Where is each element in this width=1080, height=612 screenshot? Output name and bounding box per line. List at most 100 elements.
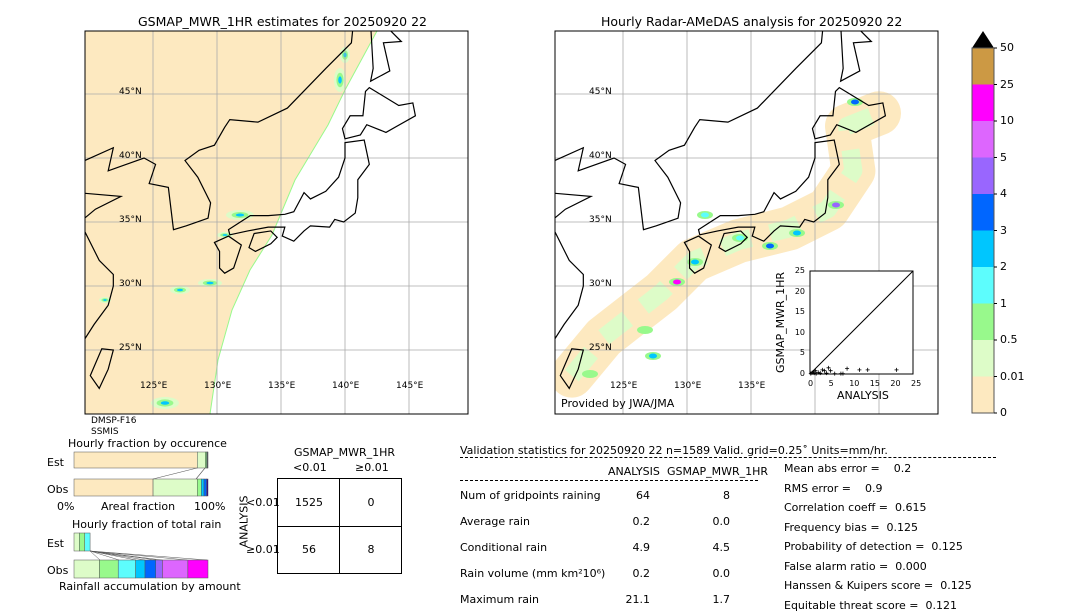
divider <box>460 480 758 481</box>
stats-col2: GSMAP_MWR_1HR <box>667 465 769 478</box>
map-content <box>85 31 468 414</box>
coastline-mainland <box>85 31 354 340</box>
scatter-diagonal <box>809 270 914 375</box>
scatter-xtick: 10 <box>849 379 860 388</box>
stats-col1: ANALYSIS <box>608 465 660 478</box>
rain-blob <box>691 259 699 265</box>
rain-blob <box>338 76 342 84</box>
rain-area <box>555 91 901 398</box>
connector-line <box>89 550 120 561</box>
coastline-taiwan <box>89 348 115 390</box>
colorbar-segment <box>972 340 994 377</box>
rain-blob <box>641 327 649 333</box>
stats-analysis-value: 21.1 <box>625 593 651 606</box>
scatter-ytick: 15 <box>794 307 805 317</box>
scatter-point <box>816 370 821 375</box>
scatter-ytick: 20 <box>794 286 805 296</box>
cell-false-alarm: 0 <box>367 496 375 509</box>
scatter-ytick: 5 <box>799 348 805 358</box>
est-rain-segment <box>79 532 85 552</box>
coastline-honshu <box>227 139 370 242</box>
rain-blob <box>649 353 657 359</box>
sensor-label: DMSP-F16 <box>91 416 137 426</box>
colorbar-tick-label: 4 <box>1000 187 1007 200</box>
lat-label: 25°N <box>119 343 142 353</box>
est-label: Est <box>47 456 64 469</box>
map-frame <box>84 30 469 415</box>
lon-label: 145°E <box>396 381 424 391</box>
rain-blob <box>177 288 183 292</box>
scatter-ylabel: GSMAP_MWR_1HR <box>774 271 788 374</box>
areal-fraction-label: Areal fraction <box>101 500 176 513</box>
coastline-sakhalin <box>369 31 403 83</box>
rain-accum-label: Rainfall accumulation by amount <box>59 580 241 593</box>
lon-label: 125°E <box>610 381 638 391</box>
credit-text: Provided by JWA/JMA <box>561 397 675 410</box>
lat-label: 40°N <box>119 151 142 161</box>
scatter-point <box>812 371 817 376</box>
lat-label: 45°N <box>119 87 142 97</box>
tick-0: 0% <box>57 500 75 513</box>
cell-hit-none: 1525 <box>295 496 323 509</box>
est-label-2: Est <box>47 537 64 550</box>
lat-label: 40°N <box>589 151 612 161</box>
scatter-point <box>840 371 845 376</box>
row-label-2: ≥0.01 <box>246 543 280 556</box>
obs-rain-segment <box>187 559 209 579</box>
rain-blob <box>206 281 214 285</box>
scatter-ytick: 25 <box>794 266 805 275</box>
colorbar-segment <box>972 48 994 85</box>
score-line: False alarm ratio = 0.000 <box>784 559 927 573</box>
colorbar-tick-label: 0.01 <box>1000 369 1025 383</box>
rain-blob <box>673 279 681 285</box>
colorbar-segment <box>972 194 994 231</box>
scatter-point <box>865 367 870 372</box>
colorbar-tick-label: 1 <box>1000 296 1007 310</box>
obs-rain-segment <box>144 559 156 579</box>
obs-rain-segment <box>99 559 119 579</box>
colorbar-segment <box>972 121 994 158</box>
rain-blob <box>103 299 107 301</box>
coastline-hokkaido <box>341 86 417 140</box>
row-label-1: <0.01 <box>246 496 280 509</box>
score-line: RMS error = 0.9 <box>784 481 883 495</box>
score-line: Hanssen & Kuipers score = 0.125 <box>784 579 972 592</box>
rain-blob <box>832 202 840 208</box>
scatter-ytick: 10 <box>794 327 805 337</box>
est-rain-segment <box>73 532 80 552</box>
obs-rain-segment <box>73 559 100 579</box>
score-line: Equitable threat score = 0.121 <box>784 598 957 612</box>
obs-label-2: Obs <box>47 564 69 577</box>
rain-blob <box>851 99 859 105</box>
scatter-xlabel: ANALYSIS <box>837 389 889 402</box>
colorbar-tick-label: 2 <box>1000 260 1007 273</box>
colorbar-tick-label: 0.5 <box>1000 333 1018 346</box>
scatter-point <box>813 368 818 373</box>
coastline-shikoku <box>718 230 749 253</box>
stats-gsmap-value: 8 <box>723 489 730 502</box>
obs-occurrence-segment <box>152 478 198 497</box>
left-map-title: GSMAP_MWR_1HR estimates for 20250920 22 <box>138 14 427 29</box>
est-occurrence-segment <box>73 451 198 469</box>
lat-label: 30°N <box>589 279 612 289</box>
stats-analysis-value: 4.9 <box>632 541 651 554</box>
scatter-point <box>857 367 862 372</box>
score-line: Correlation coeff = 0.615 <box>784 501 927 514</box>
coastline-hokkaido <box>811 86 887 140</box>
colorbar-tick-label: 3 <box>1000 223 1007 237</box>
colorbar-segment <box>972 157 994 194</box>
coastline-honshu <box>697 139 840 242</box>
obs-occurrence-segment <box>203 478 207 497</box>
score-line: Mean abs error = 0.2 <box>784 462 912 475</box>
colorbar-tick-label: 5 <box>1000 150 1007 164</box>
scatter-point <box>832 371 837 376</box>
lat-label: 35°N <box>589 215 612 225</box>
connector-line <box>89 550 208 561</box>
stats-row-label: Rain volume (mm km²10⁶) <box>460 567 606 580</box>
rain-fraction-title: Hourly fraction of total rain <box>72 518 222 531</box>
stats-row-label: Average rain <box>460 515 530 528</box>
stats-analysis-value: 0.2 <box>632 515 651 528</box>
map-frame <box>554 30 939 415</box>
obs-rain-segment <box>155 559 163 579</box>
scatter-point <box>820 367 825 372</box>
